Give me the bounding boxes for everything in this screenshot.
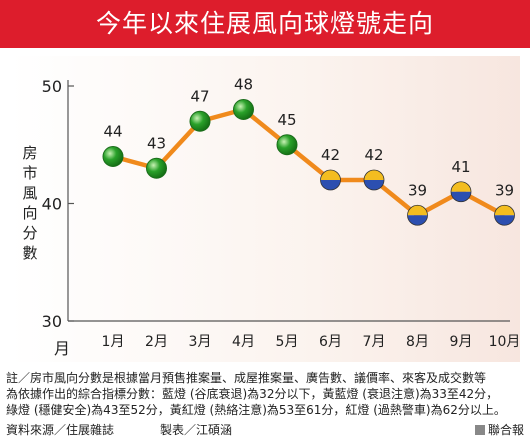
- data-label: 41: [451, 158, 470, 176]
- data-label: 42: [364, 146, 383, 164]
- chart-panel: 30 40 50 房市風向分數月 1月 2月 3月 4月 5月 6月 7月 8月 9月 10月 44 43 47…: [10, 56, 520, 362]
- data-label: 45: [277, 111, 296, 129]
- x-tick-label: 2月: [145, 334, 168, 350]
- x-tick-label: 7月: [363, 334, 386, 350]
- data-label: 44: [103, 123, 122, 141]
- title-banner: [0, 0, 530, 48]
- data-point-yellow-blue-light: [407, 204, 428, 226]
- x-axis-label: 月: [54, 339, 70, 358]
- footnote-line-2: 為依據作出的綜合指標分數：藍燈 (谷底衰退)為32分以下，黃藍燈 (衰退注意)為…: [6, 387, 499, 401]
- x-tick-label: 8月: [406, 334, 429, 350]
- data-point-yellow-blue-light: [363, 169, 385, 191]
- x-tick-label: 9月: [450, 334, 473, 350]
- y-axis-label-char: 數: [22, 244, 37, 262]
- y-axis-label-char: 房: [22, 144, 37, 162]
- x-tick-label: 4月: [232, 334, 255, 350]
- data-point-green-light: [276, 134, 298, 156]
- brand-square-icon: [474, 425, 485, 435]
- data-point-green-light: [233, 99, 254, 120]
- data-point-green-light: [146, 157, 167, 179]
- y-tick-label: 40: [42, 195, 62, 214]
- data-point-yellow-blue-light: [450, 181, 472, 203]
- data-label: 47: [190, 87, 209, 105]
- brand-text: 聯合報: [487, 423, 524, 437]
- data-label: 43: [147, 134, 166, 152]
- data-label: 48: [234, 76, 253, 94]
- credit-text: 製表／江碩涵: [160, 423, 233, 437]
- y-tick-label: 50: [42, 77, 62, 96]
- footnote-line-1: 註／房市風向分數是根據當月預售推案量、成屋推案量、廣告數、議價率、來客及成交數等: [6, 371, 487, 385]
- x-tick-label: 3月: [189, 334, 212, 350]
- y-tick-label: 30: [42, 312, 62, 331]
- x-tick-label: 1月: [102, 334, 125, 350]
- x-tick-label: 5月: [276, 334, 299, 350]
- data-label: 39: [408, 181, 427, 199]
- data-point-yellow-blue-light: [494, 204, 515, 226]
- series-line: [112, 107, 506, 218]
- data-label: 39: [495, 181, 514, 199]
- data-point-green-light: [102, 146, 124, 167]
- source-text: 資料來源／住展雜誌: [6, 423, 115, 437]
- data-label: 42: [321, 146, 340, 164]
- data-point-yellow-blue-light: [320, 169, 341, 191]
- y-axis-label-char: 向: [22, 204, 37, 222]
- y-axis-label-char: 分: [22, 224, 37, 242]
- chart-title: 今年以來住展風向球燈號走向: [95, 9, 434, 38]
- footnote-line-3: 綠燈 (穩健安全)為43至52分，黃紅燈 (熱絡注意)為53至61分，紅燈 (過…: [6, 403, 506, 417]
- x-tick-label: 6月: [319, 334, 342, 350]
- y-axis-label-char: 風: [22, 184, 37, 202]
- y-axis-label-char: 市: [22, 164, 37, 182]
- brand-label: 聯合報: [474, 421, 524, 438]
- x-tick-label: 10月: [489, 334, 520, 350]
- data-point-green-light: [189, 110, 211, 132]
